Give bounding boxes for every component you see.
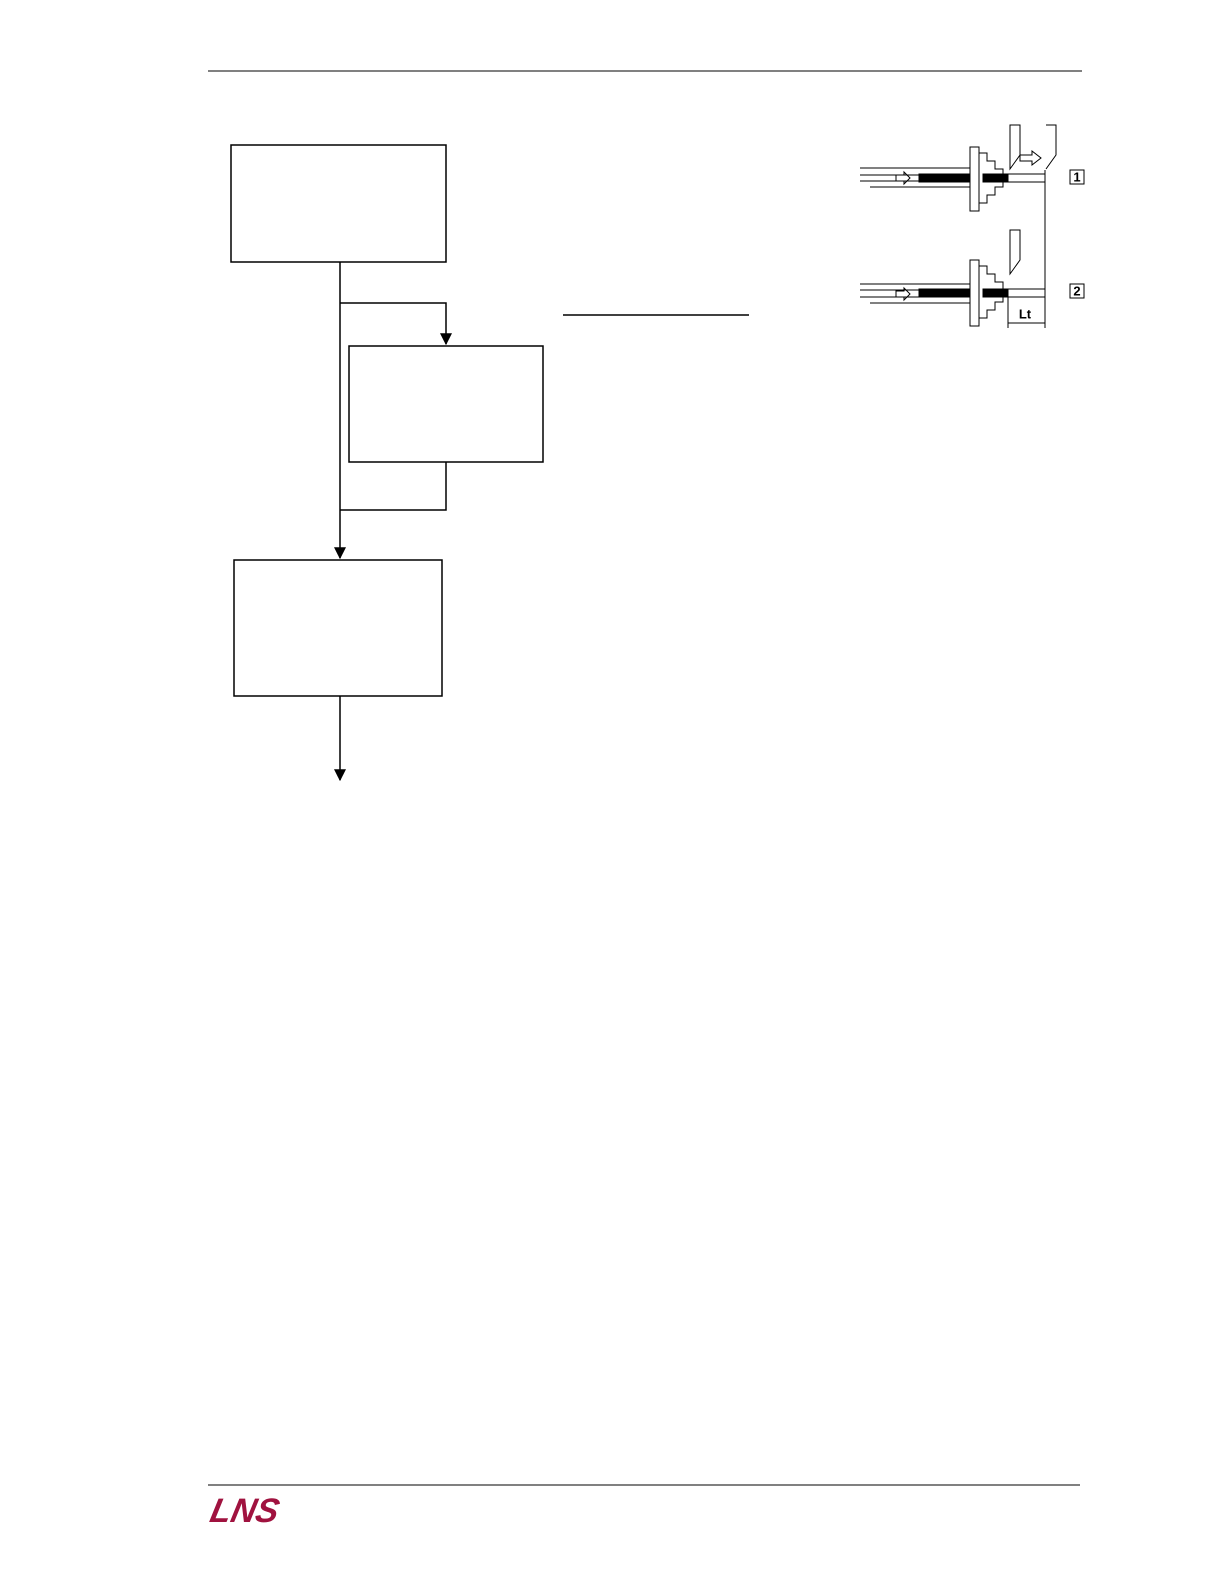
flowchart <box>230 144 544 782</box>
flow-line <box>340 462 447 511</box>
flow-box <box>348 345 544 463</box>
diagram-label: Lt <box>1019 306 1032 321</box>
flow-box <box>233 559 443 697</box>
logo: LNS <box>207 1492 283 1530</box>
flow-arrow <box>340 302 452 346</box>
bar-feeder-diagram <box>860 124 1085 328</box>
diagram-label: 2 <box>1073 283 1080 298</box>
flow-box <box>230 144 447 263</box>
diagram-label: 1 <box>1073 169 1080 184</box>
